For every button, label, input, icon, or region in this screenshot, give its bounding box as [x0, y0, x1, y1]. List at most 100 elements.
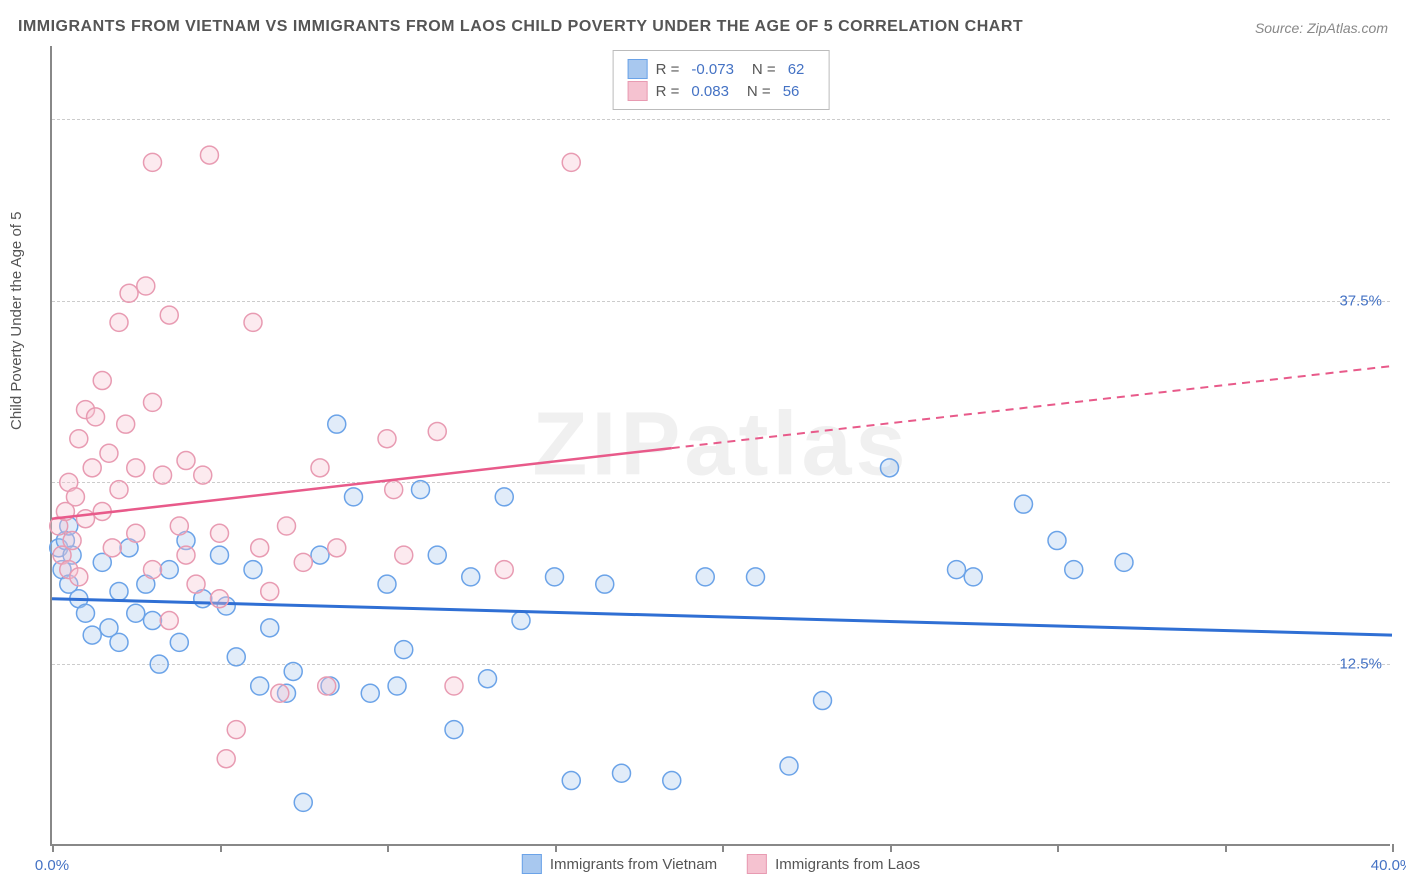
data-point [696, 568, 714, 586]
data-point [345, 488, 363, 506]
x-tick [1392, 844, 1394, 852]
data-point [87, 408, 105, 426]
data-point [63, 532, 81, 550]
x-tick [1057, 844, 1059, 852]
data-point [596, 575, 614, 593]
r-value-vietnam: -0.073 [691, 61, 734, 78]
data-point [211, 546, 229, 564]
n-value-laos: 56 [783, 83, 800, 100]
n-value-vietnam: 62 [788, 61, 805, 78]
data-point [881, 459, 899, 477]
y-axis-label: Child Poverty Under the Age of 5 [8, 212, 25, 430]
data-point [150, 655, 168, 673]
data-point [495, 561, 513, 579]
data-point [110, 481, 128, 499]
data-point [93, 372, 111, 390]
data-point [271, 684, 289, 702]
data-point [412, 481, 430, 499]
data-point [187, 575, 205, 593]
data-point [144, 612, 162, 630]
data-point [77, 510, 95, 528]
data-point [77, 604, 95, 622]
legend-stats-row-1: R = 0.083 N = 56 [628, 81, 815, 101]
x-tick [890, 844, 892, 852]
chart-title: IMMIGRANTS FROM VIETNAM VS IMMIGRANTS FR… [18, 18, 1023, 36]
legend-bottom: Immigrants from Vietnam Immigrants from … [522, 854, 920, 874]
data-point [1015, 495, 1033, 513]
data-point [251, 677, 269, 695]
data-point [70, 430, 88, 448]
data-point [137, 277, 155, 295]
data-point [251, 539, 269, 557]
r-label: R = [656, 61, 680, 78]
data-point [445, 721, 463, 739]
x-tick [387, 844, 389, 852]
data-point [311, 459, 329, 477]
data-point [177, 546, 195, 564]
data-point [227, 648, 245, 666]
data-point [211, 524, 229, 542]
data-point [562, 772, 580, 790]
trend-line-solid [52, 448, 672, 519]
data-point [110, 582, 128, 600]
data-point [160, 561, 178, 579]
x-tick [220, 844, 222, 852]
legend-label-vietnam: Immigrants from Vietnam [550, 856, 717, 873]
data-point [83, 459, 101, 477]
data-point [512, 612, 530, 630]
x-tick [555, 844, 557, 852]
data-point [170, 633, 188, 651]
data-point [395, 546, 413, 564]
data-point [66, 488, 84, 506]
data-point [284, 662, 302, 680]
r-value-laos: 0.083 [691, 83, 729, 100]
x-tick [722, 844, 724, 852]
data-point [160, 306, 178, 324]
data-point [127, 524, 145, 542]
trend-line-dashed [672, 366, 1392, 448]
data-point [328, 539, 346, 557]
data-point [388, 677, 406, 695]
data-point [160, 612, 178, 630]
data-point [211, 590, 229, 608]
data-point [663, 772, 681, 790]
data-point [428, 546, 446, 564]
data-point [780, 757, 798, 775]
data-point [445, 677, 463, 695]
data-point [294, 793, 312, 811]
data-point [170, 517, 188, 535]
data-point [70, 568, 88, 586]
data-point [117, 415, 135, 433]
data-point [814, 692, 832, 710]
legend-label-laos: Immigrants from Laos [775, 856, 920, 873]
n-label: N = [752, 61, 776, 78]
x-tick-label: 40.0% [1371, 857, 1406, 874]
data-point [1048, 532, 1066, 550]
data-point [385, 481, 403, 499]
data-point [177, 452, 195, 470]
data-point [747, 568, 765, 586]
data-point [244, 561, 262, 579]
data-point [194, 466, 212, 484]
data-point [154, 466, 172, 484]
data-point [227, 721, 245, 739]
data-point [562, 153, 580, 171]
data-point [311, 546, 329, 564]
data-point [479, 670, 497, 688]
data-point [964, 568, 982, 586]
data-point [83, 626, 101, 644]
data-point [261, 582, 279, 600]
data-point [948, 561, 966, 579]
source-attribution: Source: ZipAtlas.com [1255, 20, 1388, 36]
data-point [103, 539, 121, 557]
data-point [278, 517, 296, 535]
data-point [261, 619, 279, 637]
data-point [217, 750, 235, 768]
data-point [127, 459, 145, 477]
data-point [462, 568, 480, 586]
data-point [144, 153, 162, 171]
data-point [495, 488, 513, 506]
data-point [378, 430, 396, 448]
data-point [328, 415, 346, 433]
data-point [546, 568, 564, 586]
